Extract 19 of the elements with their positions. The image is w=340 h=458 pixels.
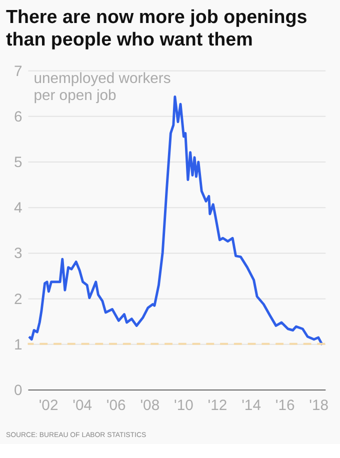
y-tick-label: 3 <box>14 246 22 262</box>
chart-title: There are now more job openings than people who want them <box>6 6 308 50</box>
x-tick-label: '14 <box>242 398 261 414</box>
y-tick-label: 6 <box>14 109 22 126</box>
y-axis-title: unemployed workers per open job <box>34 71 171 104</box>
y-tick-label: 0 <box>14 382 22 399</box>
y-tick-label: 1 <box>14 337 22 354</box>
y-tick-label: 5 <box>14 154 22 171</box>
x-tick-label: '12 <box>208 398 228 414</box>
y-tick-label: 4 <box>14 200 22 217</box>
x-tick-label: '10 <box>174 398 194 414</box>
x-tick-label: '02 <box>38 398 58 414</box>
y-tick-label: 7 <box>14 64 22 80</box>
x-tick-label: '06 <box>106 398 126 414</box>
x-tick-label: '16 <box>275 398 295 414</box>
x-tick-label: '08 <box>140 398 160 414</box>
x-tick-label: '04 <box>72 398 92 414</box>
x-tick-label: '18 <box>309 398 329 414</box>
y-tick-label: 2 <box>14 292 22 308</box>
